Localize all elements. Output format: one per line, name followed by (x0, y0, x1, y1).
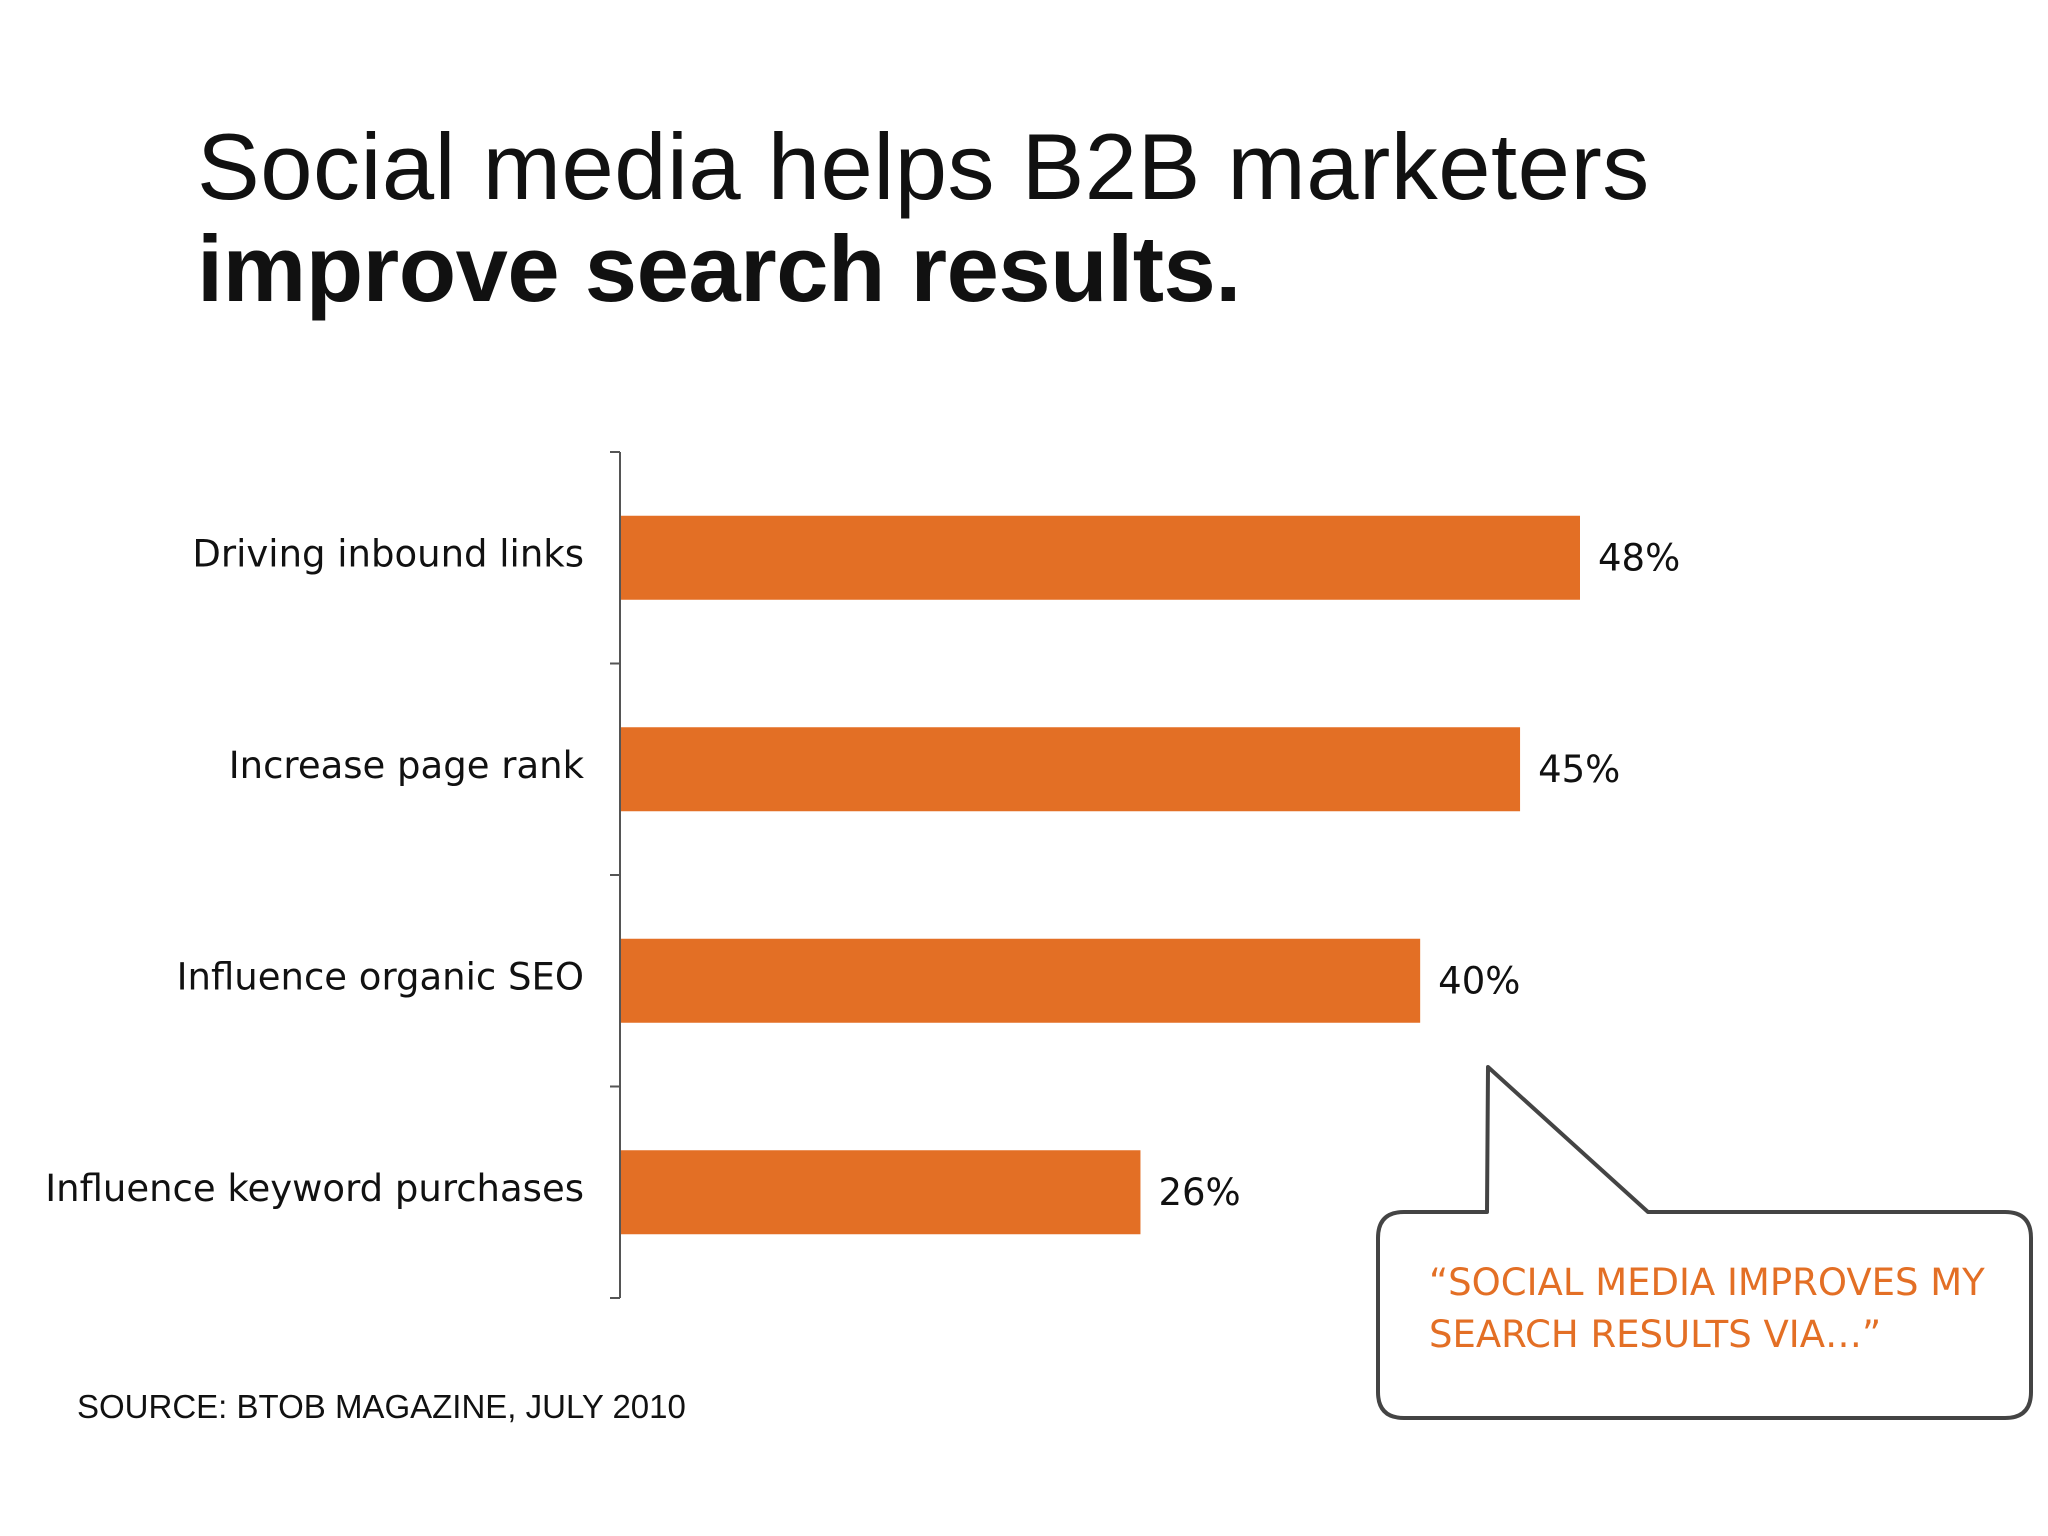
value-label: 26% (1158, 1171, 1240, 1214)
callout-quote: “SOCIAL MEDIA IMPROVES MY SEARCH RESULTS… (1429, 1257, 2039, 1361)
category-label: Increase page rank (229, 744, 585, 787)
category-label: Driving inbound links (192, 532, 584, 575)
value-label: 48% (1598, 536, 1680, 579)
bar (621, 727, 1521, 812)
title-line-1: Social media helps B2B marketers (197, 114, 1650, 219)
category-label: Influence keyword purchases (45, 1167, 584, 1210)
value-label: 40% (1438, 959, 1520, 1002)
callout-outline (1376, 1065, 2033, 1420)
callout-quote-line-1: “SOCIAL MEDIA IMPROVES MY (1429, 1261, 1985, 1304)
chart-bars: Driving inbound links 48% Increase page ra… (45, 515, 1680, 1235)
bar (621, 938, 1421, 1023)
source-note: SOURCE: BTOB MAGAZINE, JULY 2010 (77, 1388, 686, 1425)
bar (621, 515, 1580, 600)
callout-quote-line-2: SEARCH RESULTS VIA…” (1429, 1313, 1882, 1356)
category-label: Influence organic SEO (177, 955, 584, 998)
title-line-2: improve search results. (197, 216, 1241, 321)
chart-axis (610, 451, 621, 1299)
value-label: 45% (1538, 748, 1620, 791)
bar (621, 1150, 1141, 1235)
callout-bubble (1376, 1065, 2033, 1420)
